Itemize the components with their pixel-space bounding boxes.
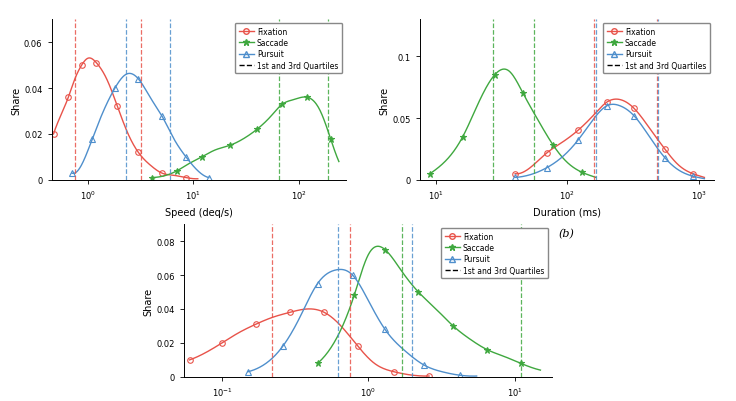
Text: (b): (b) bbox=[559, 229, 575, 239]
Text: (a): (a) bbox=[191, 229, 206, 239]
X-axis label: Speed (deq/s): Speed (deq/s) bbox=[165, 207, 233, 217]
Legend: Fixation, Saccade, Pursuit, 1st and 3rd Quartiles: Fixation, Saccade, Pursuit, 1st and 3rd … bbox=[603, 24, 710, 74]
X-axis label: Duration (ms): Duration (ms) bbox=[533, 207, 601, 217]
Legend: Fixation, Saccade, Pursuit, 1st and 3rd Quartiles: Fixation, Saccade, Pursuit, 1st and 3rd … bbox=[441, 229, 548, 279]
Y-axis label: Share: Share bbox=[144, 287, 154, 315]
Y-axis label: Share: Share bbox=[11, 86, 21, 114]
Legend: Fixation, Saccade, Pursuit, 1st and 3rd Quartiles: Fixation, Saccade, Pursuit, 1st and 3rd … bbox=[235, 24, 342, 74]
Y-axis label: Share: Share bbox=[379, 86, 389, 114]
